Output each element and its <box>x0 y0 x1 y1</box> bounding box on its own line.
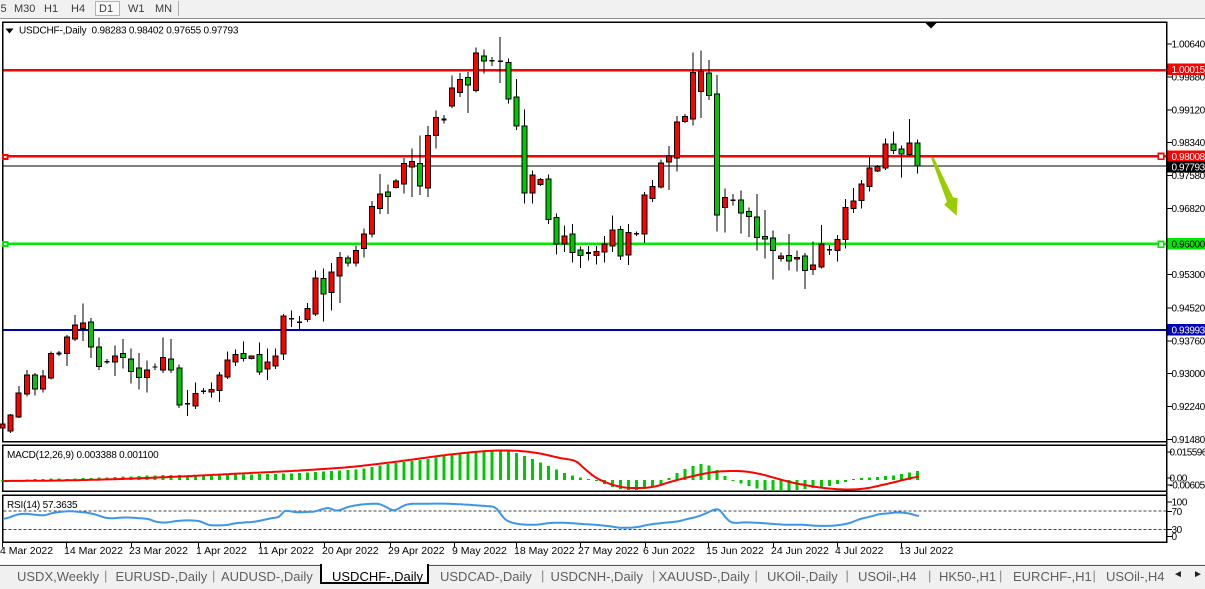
svg-text:0.00: 0.00 <box>1170 474 1188 485</box>
svg-text:1 Apr 2022: 1 Apr 2022 <box>196 545 247 557</box>
svg-text:0.98008: 0.98008 <box>1172 152 1205 163</box>
svg-text:MACD(12,26,9) 0.003388 0.00110: MACD(12,26,9) 0.003388 0.001100 <box>7 450 159 461</box>
svg-text:0.94520: 0.94520 <box>1172 304 1205 315</box>
svg-text:0.93000: 0.93000 <box>1172 369 1205 380</box>
svg-text:70: 70 <box>1172 507 1183 518</box>
svg-text:18 May 2022: 18 May 2022 <box>514 545 575 557</box>
svg-text:11 Apr 2022: 11 Apr 2022 <box>258 545 314 557</box>
svg-text:0.93760: 0.93760 <box>1172 336 1205 347</box>
svg-text:USDCHF-,Daily 0.98283 0.98402: USDCHF-,Daily 0.98283 0.98402 0.97655 0.… <box>19 26 239 37</box>
svg-text:0.015596: 0.015596 <box>1170 448 1205 459</box>
svg-text:0.96820: 0.96820 <box>1172 204 1205 215</box>
svg-text:30: 30 <box>1172 525 1183 536</box>
svg-text:0.91480: 0.91480 <box>1172 435 1205 446</box>
svg-text:0.93993: 0.93993 <box>1172 325 1205 336</box>
svg-text:0: 0 <box>1172 532 1178 543</box>
svg-text:27 May 2022: 27 May 2022 <box>578 545 639 557</box>
svg-text:6 Jun 2022: 6 Jun 2022 <box>643 545 695 557</box>
svg-text:0.95300: 0.95300 <box>1172 270 1205 281</box>
svg-text:0.92240: 0.92240 <box>1172 402 1205 413</box>
svg-text:0.97793: 0.97793 <box>1172 163 1205 174</box>
svg-text:0.97580: 0.97580 <box>1172 171 1205 182</box>
svg-text:1.00640: 1.00640 <box>1172 40 1205 51</box>
svg-text:15 Jun 2022: 15 Jun 2022 <box>706 545 764 557</box>
svg-text:24 Jun 2022: 24 Jun 2022 <box>771 545 829 557</box>
svg-text:0.96000: 0.96000 <box>1172 239 1205 250</box>
svg-text:1.00015: 1.00015 <box>1172 65 1205 76</box>
svg-text:RSI(14) 57.3635: RSI(14) 57.3635 <box>7 500 78 511</box>
svg-text:100: 100 <box>1172 498 1188 509</box>
svg-text:0.98340: 0.98340 <box>1172 138 1205 149</box>
svg-text:23 Mar 2022: 23 Mar 2022 <box>129 545 188 557</box>
svg-text:0.99880: 0.99880 <box>1172 73 1205 84</box>
svg-text:9 May 2022: 9 May 2022 <box>452 545 507 557</box>
svg-text:20 Apr 2022: 20 Apr 2022 <box>322 545 379 557</box>
svg-text:4 Jul 2022: 4 Jul 2022 <box>835 545 884 557</box>
svg-text:14 Mar 2022: 14 Mar 2022 <box>64 545 123 557</box>
svg-text:13 Jul 2022: 13 Jul 2022 <box>899 545 953 557</box>
svg-text:0.99120: 0.99120 <box>1172 105 1205 116</box>
svg-text:29 Apr 2022: 29 Apr 2022 <box>388 545 445 557</box>
svg-text:-0.00605: -0.00605 <box>1170 481 1205 492</box>
svg-text:4 Mar 2022: 4 Mar 2022 <box>0 545 53 557</box>
